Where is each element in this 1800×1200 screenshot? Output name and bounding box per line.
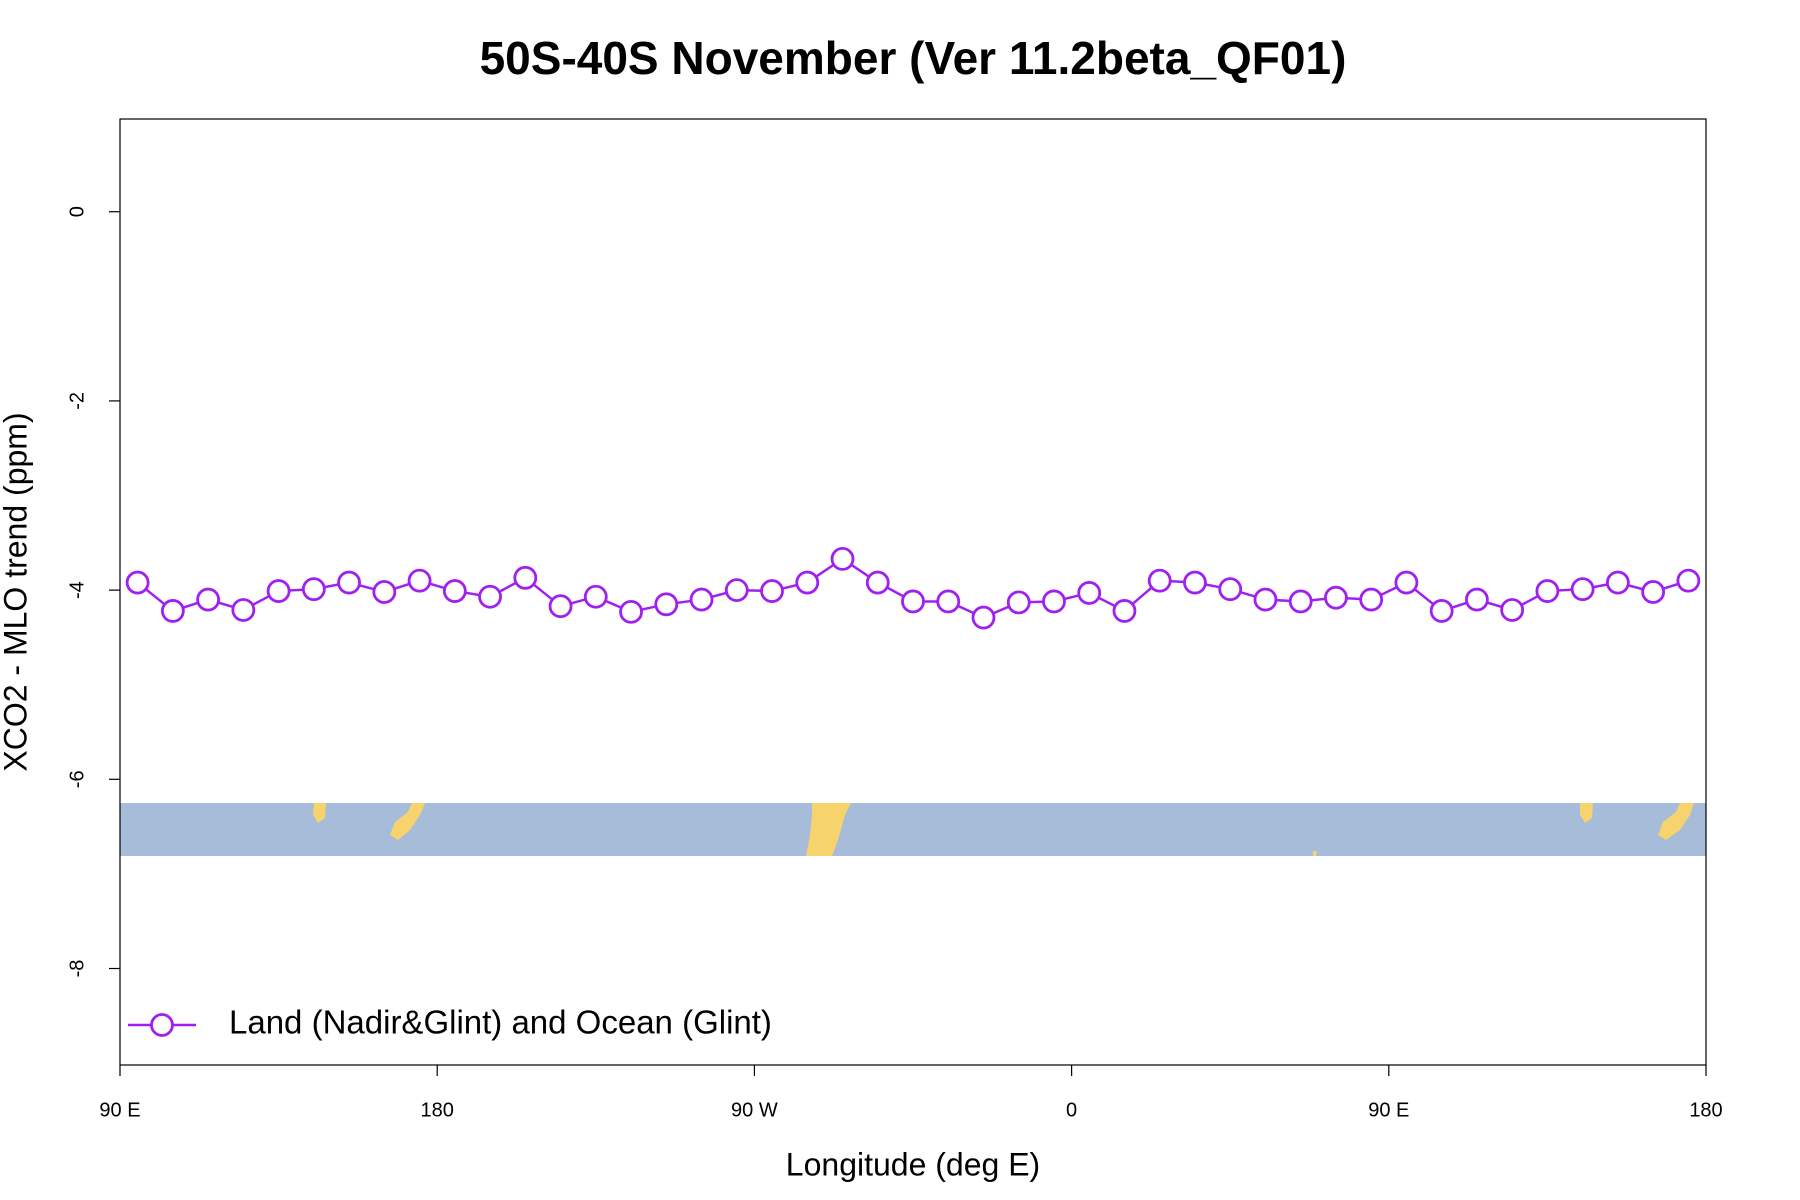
data-point — [231, 598, 256, 622]
data-point — [1183, 570, 1207, 595]
data-point — [1147, 568, 1172, 593]
data-point — [795, 570, 820, 595]
data-point — [1570, 577, 1595, 602]
y-tick-label: 0 — [66, 206, 88, 217]
legend-label: Land (Nadir&Glint) and Ocean (Glint) — [229, 1004, 772, 1041]
data-point — [1641, 580, 1666, 604]
data-point — [1077, 581, 1102, 605]
data-point — [266, 579, 291, 603]
data-point — [160, 599, 185, 623]
data-point — [654, 592, 679, 617]
data-point — [407, 568, 432, 593]
data-point — [1676, 568, 1701, 593]
ocean-strip — [120, 803, 1706, 856]
data-point — [1429, 599, 1454, 623]
land — [313, 803, 1694, 856]
data-point — [1218, 577, 1243, 602]
data-point — [1359, 587, 1384, 612]
data-point — [1112, 599, 1137, 623]
data-point — [971, 605, 996, 630]
data-point — [724, 578, 749, 603]
data-point — [1324, 585, 1348, 610]
data-point — [478, 584, 502, 609]
legend: Land (Nadir&Glint) and Ocean (Glint) — [128, 1004, 772, 1041]
data-point — [1605, 570, 1630, 595]
y-tick-label: -8 — [66, 960, 88, 978]
data-point — [1042, 589, 1066, 614]
data-point — [442, 579, 467, 603]
map-band — [120, 803, 1706, 856]
x-tick-label: 180 — [421, 1099, 454, 1121]
data-point — [901, 589, 925, 614]
x-tick-label: 90 E — [1368, 1099, 1409, 1121]
x-tick-label: 90 E — [99, 1099, 140, 1121]
data-point — [1465, 587, 1489, 612]
x-tick-label: 0 — [1066, 1099, 1077, 1121]
legend-marker — [150, 1013, 174, 1037]
data-point — [125, 570, 150, 595]
chart-title: 50S-40S November (Ver 11.2beta_QF01) — [480, 32, 1347, 84]
data-point — [1394, 570, 1419, 595]
data-point — [301, 577, 326, 602]
y-tick-label: -6 — [66, 770, 88, 788]
data-point — [337, 570, 361, 595]
data-point — [760, 579, 784, 603]
data-point — [619, 599, 643, 624]
data-point — [689, 587, 714, 612]
data-point — [1253, 587, 1278, 612]
y-tick-label: -2 — [66, 392, 88, 410]
data-point — [372, 580, 397, 604]
x-axis-title: Longitude (deg E) — [786, 1146, 1040, 1182]
y-tick-label: -4 — [66, 581, 88, 599]
data-point — [513, 565, 538, 590]
x-tick-label: 90 W — [731, 1099, 778, 1121]
data-point — [1500, 598, 1525, 622]
data-point — [936, 589, 961, 614]
plot-frame — [119, 118, 1707, 1066]
data-point — [583, 584, 608, 609]
x-tick-label: 180 — [1689, 1099, 1722, 1121]
data-point — [1535, 579, 1560, 603]
data-point — [1006, 590, 1031, 615]
y-axis-title: XCO2 - MLO trend (ppm) — [0, 412, 33, 771]
data-point — [196, 587, 221, 612]
data-point — [865, 570, 890, 595]
data-point — [830, 546, 855, 571]
data-point — [548, 594, 573, 619]
data-point — [1288, 589, 1313, 614]
